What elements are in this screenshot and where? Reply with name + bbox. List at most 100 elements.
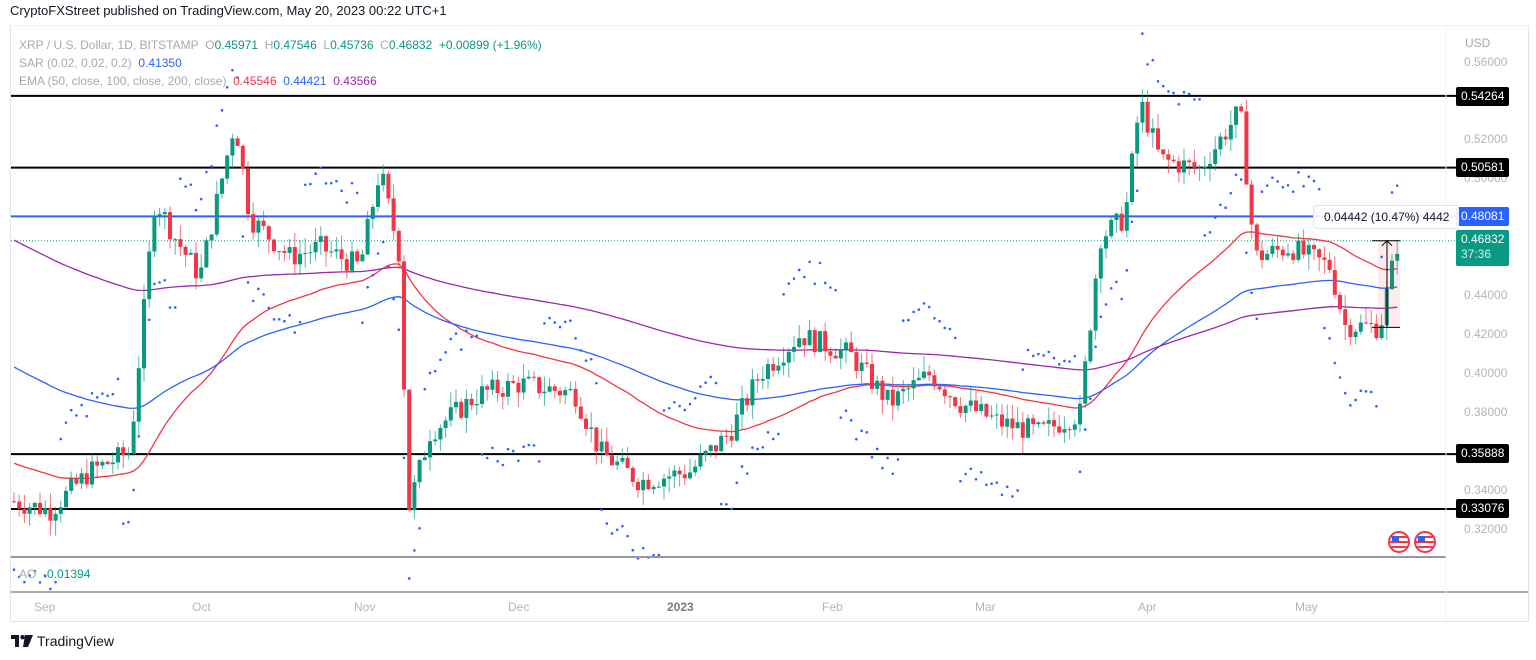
candle <box>859 362 864 371</box>
candle <box>1234 106 1238 125</box>
candle <box>833 355 838 359</box>
candle <box>1166 154 1171 160</box>
ema50-line[interactable] <box>13 231 1398 480</box>
candle <box>1374 323 1379 339</box>
candle <box>344 259 349 271</box>
candle <box>516 382 521 393</box>
candle <box>745 398 750 406</box>
candle <box>74 478 79 484</box>
measure-tooltip: 0.04442 (10.47%) 4442 <box>1313 205 1460 229</box>
time-tick: Oct <box>192 600 211 614</box>
candle <box>1301 240 1306 255</box>
candle <box>807 330 812 346</box>
level-tag-033076[interactable]: 0.33076 <box>1456 499 1510 518</box>
time-tick: 2023 <box>667 600 694 614</box>
ema100-line[interactable] <box>13 279 1398 410</box>
candle <box>885 389 890 400</box>
ema100-value: 0.44421 <box>283 74 327 88</box>
candle <box>1353 331 1358 338</box>
candle <box>792 346 796 352</box>
level-tag-035888[interactable]: 0.35888 <box>1456 444 1510 463</box>
candle <box>812 330 817 353</box>
candle <box>214 193 219 235</box>
candle <box>1078 403 1082 425</box>
ao-legend[interactable]: AO -0.01394 <box>19 567 91 581</box>
candle <box>958 406 963 413</box>
candle <box>287 247 292 253</box>
candle <box>786 351 791 363</box>
candle <box>802 338 807 346</box>
level-tag-054264[interactable]: 0.54264 <box>1456 87 1510 106</box>
candle <box>1046 420 1051 424</box>
candle <box>599 441 604 452</box>
candle <box>1260 250 1264 260</box>
candle <box>100 461 105 466</box>
bar-countdown: 37:36 <box>1461 247 1492 261</box>
ema200-line[interactable] <box>13 239 1398 371</box>
candle <box>714 445 718 452</box>
candle <box>485 386 490 390</box>
candle <box>797 338 802 347</box>
candle <box>220 178 224 194</box>
candle <box>43 507 48 515</box>
candle <box>209 234 214 241</box>
candle <box>656 486 661 488</box>
candle <box>818 331 822 353</box>
candle <box>95 461 100 466</box>
candle <box>334 249 339 252</box>
candle <box>1130 153 1134 203</box>
candle <box>90 461 94 485</box>
candle <box>391 198 396 231</box>
candle <box>698 454 703 467</box>
candle <box>854 352 859 371</box>
candle <box>428 441 432 458</box>
candle <box>183 246 188 255</box>
candle <box>495 379 500 394</box>
us-event-flag-icon[interactable] <box>1388 531 1410 553</box>
candle <box>688 472 692 479</box>
candle <box>38 502 42 515</box>
level-tag-048081[interactable]: 0.48081 <box>1456 207 1510 226</box>
candle <box>594 427 599 452</box>
candle <box>1379 325 1384 339</box>
candle <box>589 427 594 429</box>
us-event-flag-icon[interactable] <box>1414 531 1436 553</box>
price-tick: 0.38000 <box>1464 405 1508 419</box>
tradingview-logo-icon <box>11 635 33 647</box>
candle <box>568 388 573 391</box>
candle <box>932 375 937 387</box>
candle <box>298 253 302 265</box>
legend-sar[interactable]: SAR (0.02, 0.02, 0.2) 0.41350 <box>19 56 182 70</box>
candle <box>1369 323 1374 325</box>
candle <box>178 239 183 247</box>
candle <box>79 473 84 484</box>
candle <box>53 513 58 521</box>
candle <box>984 403 989 417</box>
candle <box>604 441 609 456</box>
candle <box>1343 309 1348 325</box>
candle <box>922 371 926 378</box>
candle <box>755 379 760 381</box>
symbol-name[interactable]: XRP / U.S. Dollar, 1D, BITSTAMP <box>19 38 199 52</box>
candle <box>880 380 885 400</box>
candle <box>963 405 968 413</box>
candle <box>240 145 245 169</box>
candle <box>313 241 318 253</box>
candle <box>1327 259 1332 271</box>
candle <box>828 351 833 356</box>
candle <box>1150 128 1155 133</box>
candle <box>942 389 947 397</box>
candle <box>318 236 323 242</box>
last-price-tag: 0.46832 37:36 <box>1456 230 1510 266</box>
candle <box>1239 106 1244 112</box>
candle <box>1270 245 1275 254</box>
legend-ema[interactable]: EMA (50, close, 100, close, 200, close) … <box>19 74 377 88</box>
level-tag-050581[interactable]: 0.50581 <box>1456 158 1510 177</box>
candle <box>360 254 365 262</box>
candle <box>376 185 380 207</box>
candle <box>646 479 651 490</box>
candle <box>12 501 16 503</box>
tradingview-brand[interactable]: TradingView <box>11 633 114 649</box>
candle <box>1020 422 1025 438</box>
